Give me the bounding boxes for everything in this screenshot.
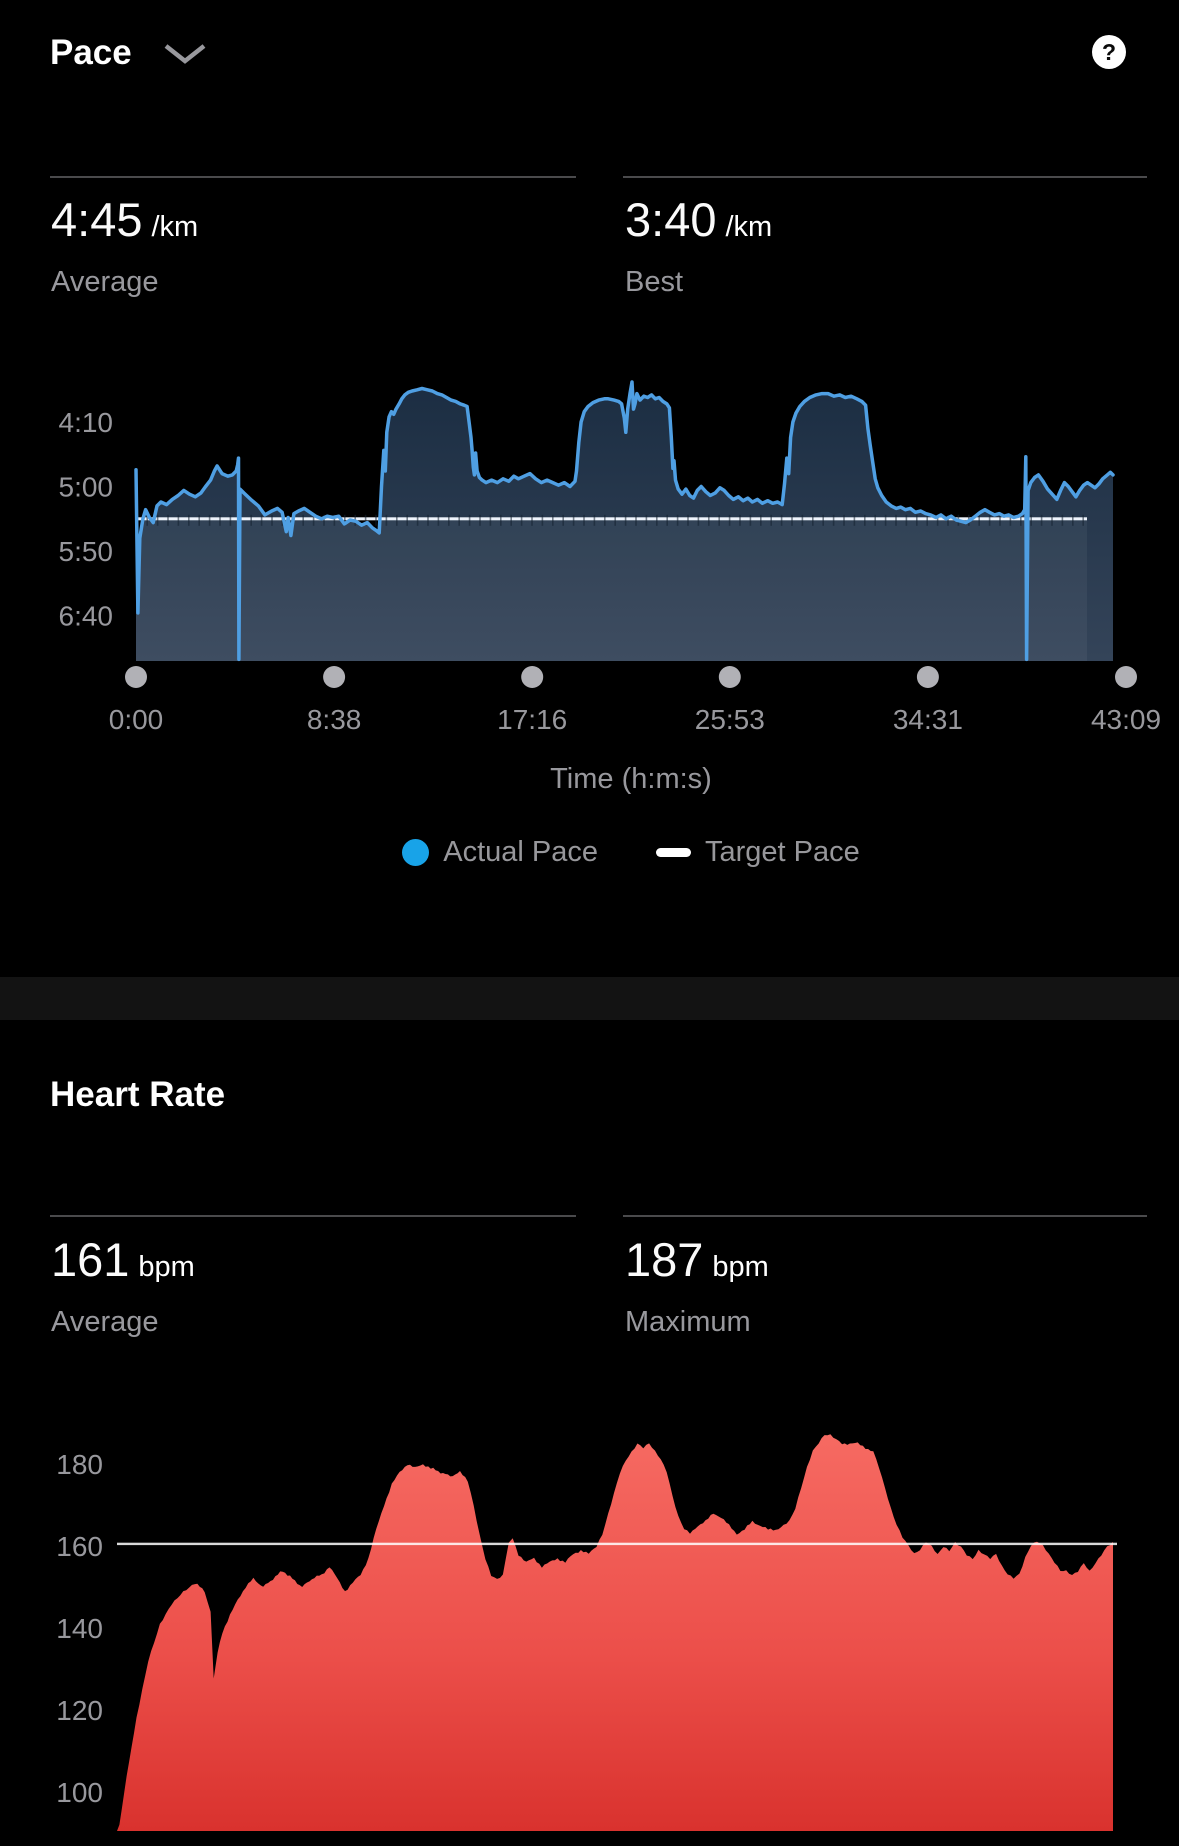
hr-maximum-value: 187 bpm — [625, 1233, 769, 1286]
pace-average-value: 4:45/km — [51, 193, 199, 246]
svg-text:5:00: 5:00 — [59, 472, 114, 503]
pace-x-axis-title: Time (h:m:s) — [550, 763, 712, 795]
svg-text:4:10: 4:10 — [59, 407, 114, 438]
svg-text:43:09: 43:09 — [1091, 704, 1161, 735]
svg-text:180: 180 — [56, 1449, 103, 1480]
svg-text:120: 120 — [56, 1695, 103, 1726]
stat-divider — [50, 1215, 576, 1217]
hr-average-label: Average — [51, 1306, 159, 1338]
heart-rate-section-title: Heart Rate — [50, 1075, 226, 1114]
svg-text:8:38: 8:38 — [307, 704, 362, 735]
help-icon[interactable]: ? — [1092, 35, 1126, 69]
hr-maximum-unit: bpm — [712, 1251, 769, 1283]
svg-text:160: 160 — [56, 1531, 103, 1562]
hr-average-unit: bpm — [138, 1251, 195, 1283]
heart-rate-chart[interactable]: 180 160 140 120 100 — [0, 1420, 1179, 1846]
stat-divider — [623, 176, 1147, 178]
pace-legend: Actual Pace Target Pace — [136, 830, 1126, 874]
chevron-down-icon[interactable] — [162, 42, 208, 66]
pace-best-value: 3:40/km — [625, 193, 773, 246]
pace-best-label: Best — [625, 266, 684, 298]
hr-average-value: 161 bpm — [51, 1233, 195, 1286]
svg-text:25:53: 25:53 — [695, 704, 765, 735]
hr-maximum-label: Maximum — [625, 1306, 751, 1338]
actual-pace-dot-icon — [402, 838, 430, 866]
target-pace-dash-icon — [656, 847, 691, 857]
stat-divider — [623, 1215, 1147, 1217]
pace-chart[interactable]: 4:10 5:00 5:50 6:40 0:00 8:38 17:16 25:53 34:31… — [0, 360, 1179, 740]
pace-average-label: Average — [51, 266, 159, 298]
pace-average-unit: /km — [151, 211, 199, 243]
actual-pace-legend-label: Actual Pace — [443, 835, 598, 868]
stat-divider — [50, 176, 576, 178]
svg-text:100: 100 — [56, 1777, 103, 1808]
svg-text:140: 140 — [56, 1613, 103, 1644]
svg-text:6:40: 6:40 — [59, 601, 114, 632]
svg-text:17:16: 17:16 — [497, 704, 567, 735]
section-divider — [0, 977, 1179, 1020]
svg-text:0:00: 0:00 — [109, 704, 164, 735]
pace-section-title[interactable]: Pace — [50, 33, 132, 72]
pace-best-unit: /km — [725, 211, 773, 243]
svg-text:34:31: 34:31 — [893, 704, 963, 735]
target-pace-legend-label: Target Pace — [705, 835, 860, 868]
svg-text:5:50: 5:50 — [59, 536, 114, 567]
